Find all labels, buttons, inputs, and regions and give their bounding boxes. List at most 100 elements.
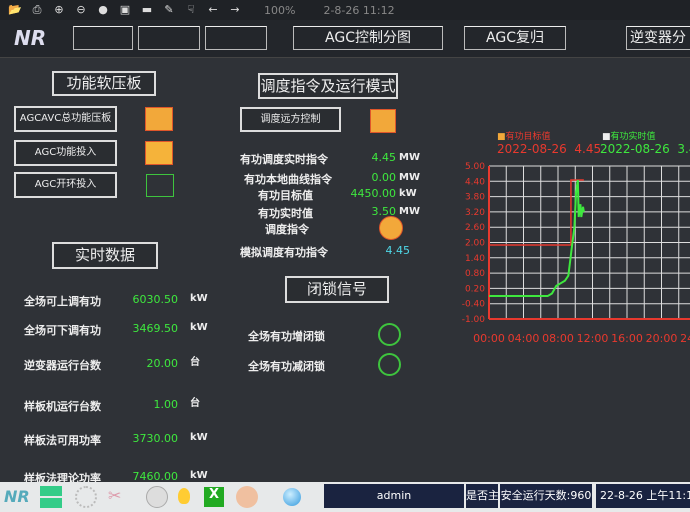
toolbar: 📂 ⎙ ⊕ ⊖ ● ▣ ▬ ✎ ☟ ← → 100% 2-8-26 11:12 (0, 0, 690, 20)
user-box[interactable]: admin (324, 484, 464, 508)
lock-decrease-indicator (378, 353, 401, 376)
lock-title: 闭锁信号 (285, 276, 389, 303)
nav-tab-1[interactable] (73, 26, 133, 50)
zoom-out-icon[interactable]: ⊖ (76, 3, 86, 16)
legend-target-latest: 2022-08-26 4.45 (497, 142, 602, 156)
agc-open-loop-button[interactable]: AGC开环投入 (14, 172, 117, 198)
agc-enable-indicator (145, 141, 173, 165)
tools-icon[interactable]: ✂ (108, 486, 122, 505)
realtime-label: 全场可上调有功 (24, 295, 101, 308)
realtime-value: 20.00 (146, 357, 179, 370)
dispatch-value: 4450.00 (350, 187, 397, 200)
x-tick-label: 12:00 (577, 332, 609, 345)
x-tick-label: 00:00 (473, 332, 505, 345)
realtime-value: 3730.00 (132, 432, 179, 445)
y-tick-label: 4.40 (465, 177, 485, 187)
zoom-fit-icon[interactable]: ● (98, 3, 108, 16)
nav-tab-agc-reset[interactable]: AGC复归 (464, 26, 566, 50)
dispatch-unit: MW (399, 172, 420, 183)
screen-icon[interactable]: ▬ (141, 3, 153, 16)
realtime-unit: kW (190, 293, 208, 304)
excel-icon[interactable]: X (204, 487, 224, 507)
realtime-label: 全场可下调有功 (24, 324, 101, 337)
realtime-unit: kW (190, 322, 208, 333)
realtime-unit: kW (190, 470, 208, 481)
dispatch-value: 3.50 (371, 205, 397, 218)
series-actual-line (489, 179, 585, 298)
print-icon[interactable]: ⎙ (32, 3, 42, 16)
logo: NR (14, 26, 47, 50)
y-tick-label: 0.80 (465, 269, 485, 279)
dispatch-label: 有功目标值 (258, 189, 313, 202)
realtime-unit: 台 (190, 357, 200, 368)
lock-increase-label: 全场有功增闭锁 (248, 330, 325, 343)
dispatch-cmd-label: 调度指令 (265, 223, 309, 236)
nav-bar: NR AGC控制分图 AGC复归 逆变器分 (0, 20, 690, 58)
back-arrow-icon[interactable]: ← (208, 3, 218, 16)
nr-logo-icon[interactable]: NR (4, 487, 30, 506)
y-tick-label: 3.80 (465, 193, 485, 203)
nav-tab-3[interactable] (205, 26, 267, 50)
realtime-value: 1.00 (153, 398, 179, 411)
legend-target-name: 有功目标值 (505, 132, 551, 142)
agc-open-loop-indicator (146, 174, 174, 197)
actual-size-icon[interactable]: ▣ (119, 3, 131, 16)
nav-tab-inverter[interactable]: 逆变器分 (626, 26, 690, 50)
realtime-label: 样板机运行台数 (24, 400, 101, 413)
edit-icon[interactable]: ✎ (164, 3, 174, 16)
y-tick-label: 3.20 (465, 208, 485, 218)
realtime-label: 样板法理论功率 (24, 472, 101, 485)
toolbar-zoom: 100% (264, 3, 296, 17)
nav-tab-agc-control[interactable]: AGC控制分图 (293, 26, 443, 50)
pointer-icon[interactable]: ☟ (187, 3, 195, 16)
dispatch-cmd-indicator (379, 216, 403, 240)
agc-enable-button[interactable]: AGC功能投入 (14, 140, 117, 166)
settings-icon[interactable] (75, 486, 97, 508)
dispatch-unit: kW (399, 188, 417, 199)
x-tick-label: 20:00 (646, 332, 678, 345)
dispatch-value: 4.45 (371, 151, 397, 164)
realtime-label: 样板法可用功率 (24, 434, 101, 447)
datetime-box: 22-8-26 上午11:12 (596, 484, 690, 508)
dispatch-label: 有功本地曲线指令 (244, 173, 332, 186)
dispatch-label: 有功调度实时指令 (240, 153, 328, 166)
lock-decrease-label: 全场有功减闭锁 (248, 360, 325, 373)
legend-actual-name: 有功实时值 (610, 132, 656, 142)
safe-days-box: 安全运行天数:960 (500, 484, 592, 508)
realtime-unit: kW (190, 432, 208, 443)
lock-increase-indicator (378, 323, 401, 346)
host-box: 是否主机 (466, 484, 498, 508)
y-tick-label: 2.60 (465, 223, 485, 233)
grid-app-icon[interactable] (40, 486, 62, 508)
forward-arrow-icon[interactable]: → (230, 3, 240, 16)
dispatch-unit: MW (399, 206, 420, 217)
y-tick-label: 1.40 (465, 254, 485, 264)
palette-icon[interactable] (146, 486, 168, 508)
x-tick-label: 24:00 (680, 332, 690, 345)
open-folder-icon[interactable]: 📂 (8, 3, 22, 16)
x-tick-label: 16:00 (611, 332, 643, 345)
agcavc-master-button[interactable]: AGCAVC总功能压板 (14, 106, 117, 132)
legend-actual: ■有功实时值 (602, 132, 656, 142)
globe-icon[interactable] (283, 488, 301, 506)
y-tick-label: -1.00 (462, 315, 486, 325)
realtime-value: 7460.00 (132, 470, 179, 483)
realtime-unit: 台 (190, 398, 200, 409)
sim-dispatch-label: 模拟调度有功指令 (240, 246, 328, 259)
legend-actual-latest: 2022-08-26 3.44 (600, 142, 690, 156)
x-tick-label: 08:00 (542, 332, 574, 345)
toolbar-time: 2-8-26 11:12 (323, 3, 395, 17)
dispatch-remote-button[interactable]: 调度远方控制 (240, 107, 341, 132)
realtime-value: 3469.50 (132, 322, 179, 335)
bulb-icon[interactable] (178, 488, 190, 504)
paint-icon[interactable] (236, 486, 258, 508)
y-tick-label: -0.40 (462, 300, 486, 310)
y-tick-label: 2.00 (465, 239, 485, 249)
legend-target: ■有功目标值 (497, 132, 551, 142)
series-target-line (489, 179, 584, 246)
power-chart: 5.00 4.40 3.80 3.20 2.60 2.00 1.40 0.80 0.20 -0.4… (462, 162, 690, 345)
x-tick-label: 04:00 (508, 332, 540, 345)
nav-tab-2[interactable] (138, 26, 200, 50)
zoom-in-icon[interactable]: ⊕ (54, 3, 64, 16)
realtime-title: 实时数据 (52, 242, 158, 269)
